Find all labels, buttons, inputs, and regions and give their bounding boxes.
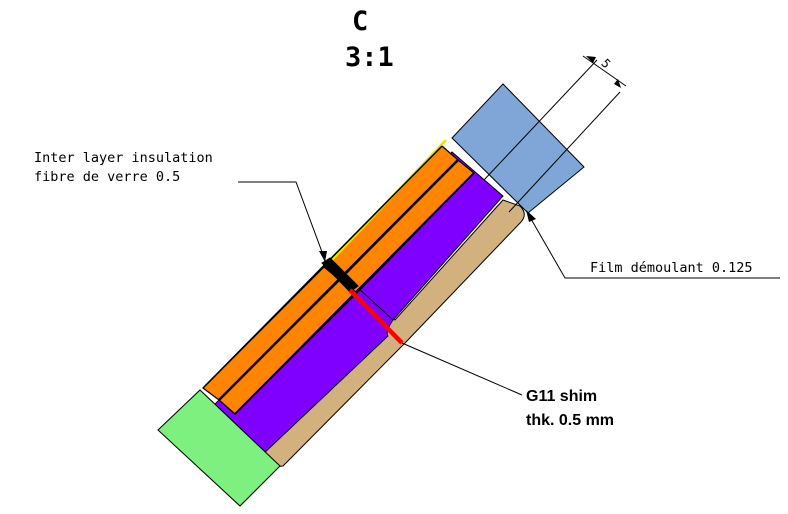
film-leader-line <box>526 211 780 279</box>
interlayer-label-line2: fibre de verre 0.5 <box>34 169 180 185</box>
dimension-arrow-1 <box>586 56 596 63</box>
film-label: Film démoulant 0.125 <box>590 260 753 276</box>
shim-label-line1: G11 shim <box>526 388 597 405</box>
insulation-edge-line <box>202 145 443 389</box>
view-letter: C <box>352 6 368 37</box>
purple-layer-lower <box>212 275 394 456</box>
interlayer-insulation-patch <box>321 257 359 293</box>
dimension-line <box>582 55 627 87</box>
view-scale: 3:1 <box>345 42 394 73</box>
interlayer-label-line1: Inter layer insulation <box>34 150 213 166</box>
dimension-extension-line-1 <box>483 59 598 181</box>
green-block <box>157 389 281 507</box>
shim-leader-line <box>401 342 523 396</box>
dimension-extension-line-2 <box>508 91 621 213</box>
blue-block <box>451 83 585 214</box>
film-leader-arrow <box>526 210 536 222</box>
interlayer-leader-arrow <box>319 251 327 262</box>
g11-shim <box>348 288 404 345</box>
interlayer-leader-line <box>238 181 326 261</box>
dimension-arrow-2 <box>614 79 621 88</box>
shim-label-line2: thk. 0.5 mm <box>526 412 614 429</box>
